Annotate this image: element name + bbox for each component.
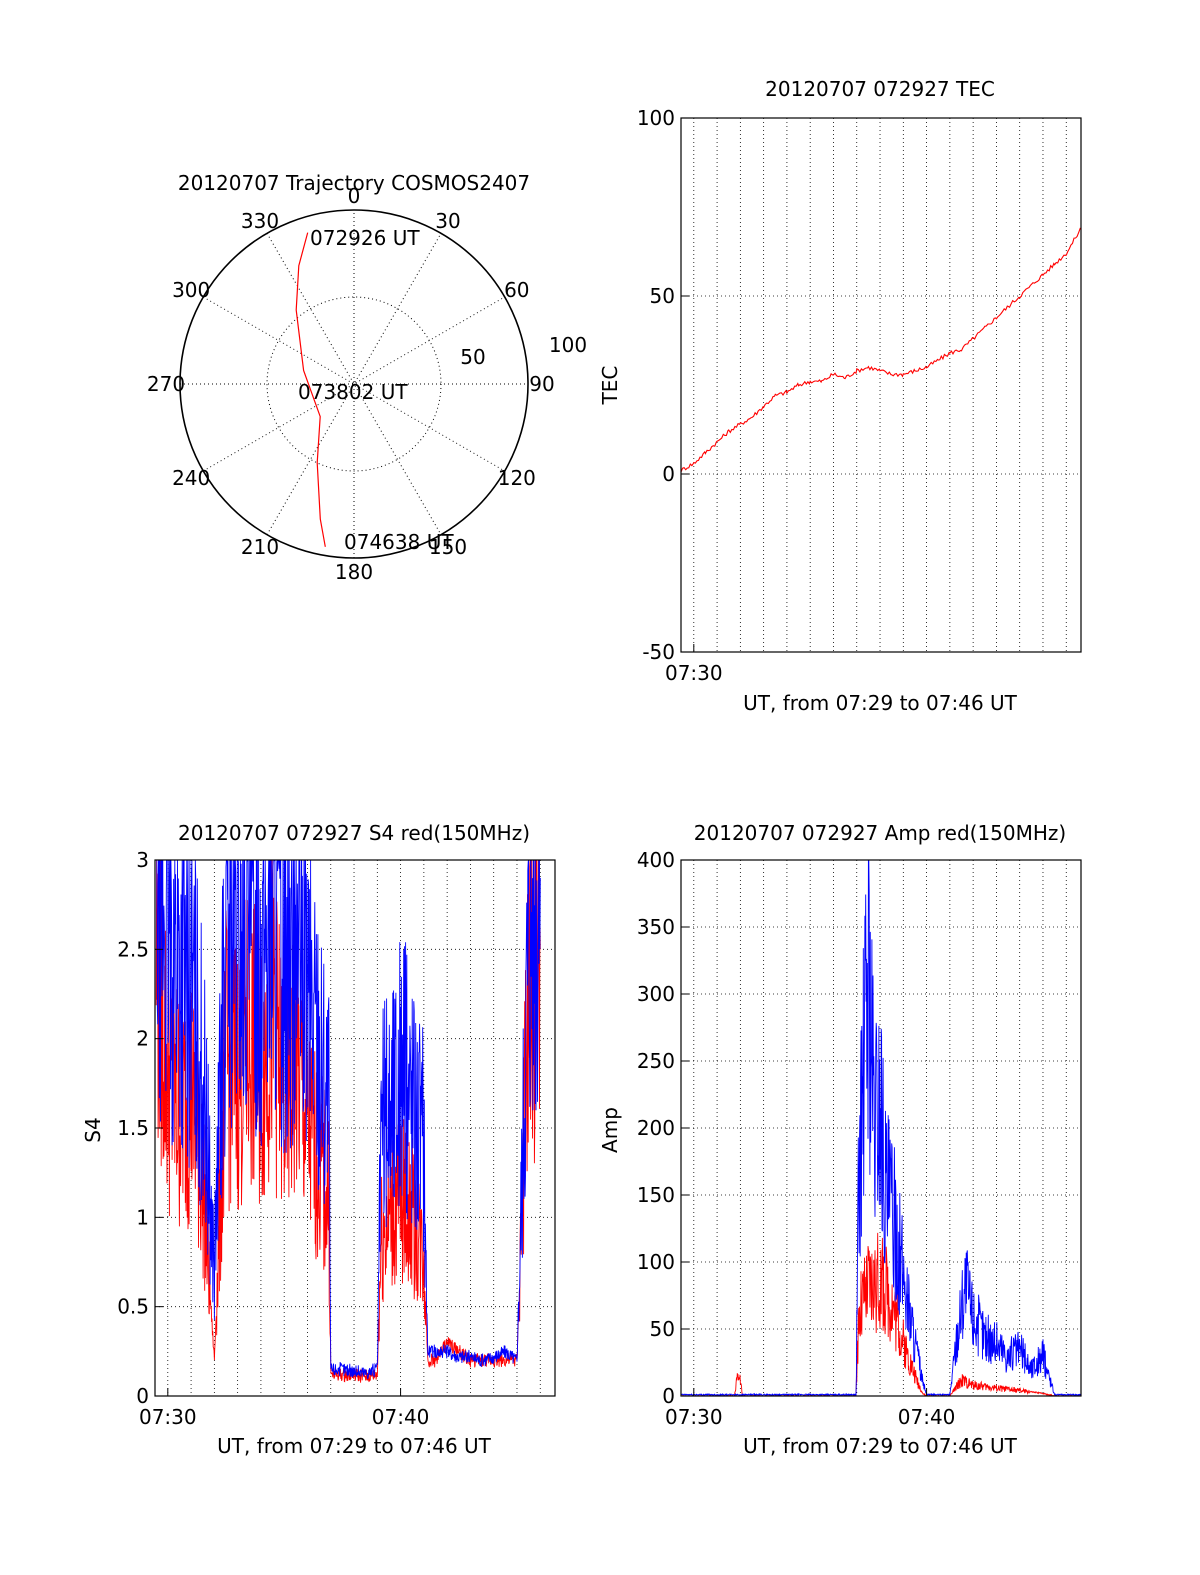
y-tick-label: 1 [136, 1205, 149, 1229]
x-tick-label: 07:30 [139, 1405, 197, 1429]
amp-panel: 20120707 072927 Amp red(150MHz) 0 50 100 15… [598, 821, 1082, 1458]
radius-label-50: 50 [460, 345, 485, 369]
azimuth-label: 180 [335, 560, 373, 584]
y-tick-label: 3 [136, 848, 149, 872]
s4-grid [155, 859, 555, 1397]
trajectory-line [295, 232, 326, 547]
tec-y-ticks: -50 0 50 100 [637, 106, 689, 664]
y-tick-label: 100 [637, 1250, 675, 1274]
tec-ylabel: TEC [598, 366, 622, 406]
y-tick-label: 0 [136, 1384, 149, 1408]
azimuth-label: 270 [147, 372, 185, 396]
amp-y-ticks: 0 50 100 150 200 250 300 350 400 [637, 848, 689, 1408]
s4-x-ticks: 07:30 07:40 [139, 1388, 429, 1429]
azimuth-label: 150 [429, 535, 467, 559]
azimuth-label: 0 [348, 184, 361, 208]
s4-series [155, 860, 541, 1383]
y-tick-label: 2 [136, 1027, 149, 1051]
y-tick-label: 0.5 [117, 1295, 149, 1319]
azimuth-label: 330 [241, 209, 279, 233]
y-tick-label: 250 [637, 1049, 675, 1073]
trajectory-end-label: 074638 UT [344, 530, 454, 554]
x-tick-label: 07:30 [665, 1405, 723, 1429]
azimuth-label: 240 [172, 466, 210, 490]
series-line-1 [156, 860, 541, 1380]
azimuth-label: 60 [504, 278, 529, 302]
series-line-0 [681, 227, 1081, 473]
series-line-1 [681, 860, 1081, 1396]
amp-series [681, 860, 1081, 1396]
amp-ylabel: Amp [598, 1107, 622, 1153]
y-tick-label: 300 [637, 982, 675, 1006]
y-tick-label: 350 [637, 915, 675, 939]
tec-panel: 20120707 072927 TEC -50 0 50 100 07:30 UT, … [598, 77, 1082, 715]
y-tick-label: 100 [637, 106, 675, 130]
y-tick-label: 50 [650, 1317, 675, 1341]
amp-xlabel: UT, from 07:29 to 07:46 UT [743, 1434, 1018, 1458]
tec-frame [680, 117, 1082, 653]
x-tick-label: 07:40 [898, 1405, 956, 1429]
azimuth-label: 120 [498, 466, 536, 490]
y-tick-label: 200 [637, 1116, 675, 1140]
tec-x-ticks: 07:30 [665, 644, 723, 685]
azimuth-label: 300 [172, 278, 210, 302]
s4-title: 20120707 072927 S4 red(150MHz) [178, 821, 530, 845]
polar-panel: 20120707 Trajectory COSMOS2407 0 30 60 90 12… [147, 171, 587, 584]
y-tick-label: 2.5 [117, 937, 149, 961]
amp-title: 20120707 072927 Amp red(150MHz) [694, 821, 1066, 845]
tec-title: 20120707 072927 TEC [765, 77, 995, 101]
s4-panel: 20120707 072927 S4 red(150MHz) 0 0.5 1 1.5 2… [81, 821, 556, 1458]
azimuth-label: 90 [529, 372, 554, 396]
tec-grid [681, 117, 1081, 653]
y-tick-label: 0 [662, 1384, 675, 1408]
x-tick-label: 07:40 [372, 1405, 430, 1429]
y-tick-label: 1.5 [117, 1116, 149, 1140]
tec-xlabel: UT, from 07:29 to 07:46 UT [743, 691, 1018, 715]
polar-grid [179, 209, 529, 559]
tec-series [681, 227, 1081, 473]
radius-label-100: 100 [549, 333, 587, 357]
s4-xlabel: UT, from 07:29 to 07:46 UT [217, 1434, 492, 1458]
y-tick-label: 50 [650, 284, 675, 308]
x-tick-label: 07:30 [665, 661, 723, 685]
y-tick-label: -50 [642, 640, 675, 664]
azimuth-labels: 0 30 60 90 120 150 180 210 240 270 300 330 [147, 184, 555, 584]
trajectory-middle-label: 073802 UT [298, 380, 408, 404]
polar-title: 20120707 Trajectory COSMOS2407 [178, 171, 530, 195]
azimuth-label: 210 [241, 535, 279, 559]
azimuth-label: 30 [435, 209, 460, 233]
y-tick-label: 400 [637, 848, 675, 872]
s4-ylabel: S4 [81, 1117, 105, 1142]
series-line-0 [155, 860, 541, 1383]
trajectory-start-label: 072926 UT [310, 226, 420, 250]
y-tick-label: 0 [662, 462, 675, 486]
s4-y-ticks: 0 0.5 1 1.5 2 2.5 3 [117, 848, 163, 1408]
y-tick-label: 150 [637, 1183, 675, 1207]
amp-x-ticks: 07:30 07:40 [665, 1388, 955, 1429]
series-line-0 [681, 1232, 1081, 1396]
